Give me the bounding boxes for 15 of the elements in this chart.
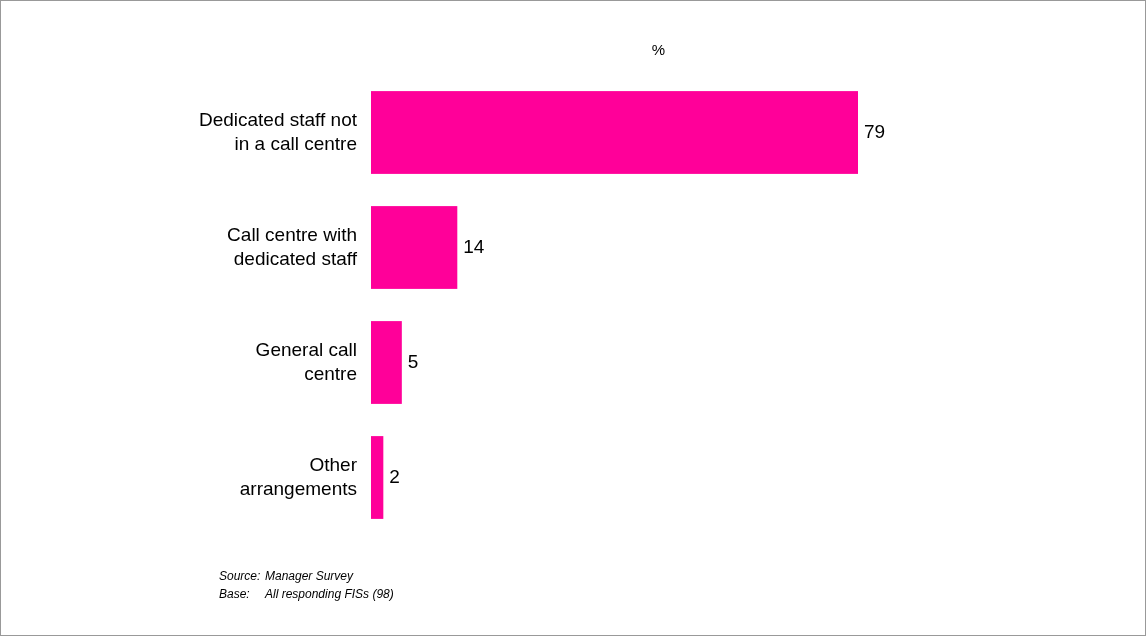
y-tick-label: Other arrangements (239, 453, 358, 499)
data-label: 79 (864, 120, 886, 142)
x-axis-title: % (651, 41, 665, 58)
data-label: 5 (407, 350, 419, 372)
y-tick-label: General call centre (255, 338, 357, 384)
y-tick-label: Dedicated staff not in a call centre (198, 108, 358, 154)
bar (371, 91, 858, 174)
source-note: Source: Manager Survey (219, 569, 355, 583)
text: Base: All responding FISs (98) (219, 587, 394, 601)
y-tick-label: Call centre with dedicated staff (227, 223, 358, 269)
data-label: 14 (463, 235, 485, 257)
data-label: 2 (389, 465, 400, 487)
bar (371, 436, 384, 519)
bar (371, 321, 402, 404)
bar (371, 206, 458, 289)
